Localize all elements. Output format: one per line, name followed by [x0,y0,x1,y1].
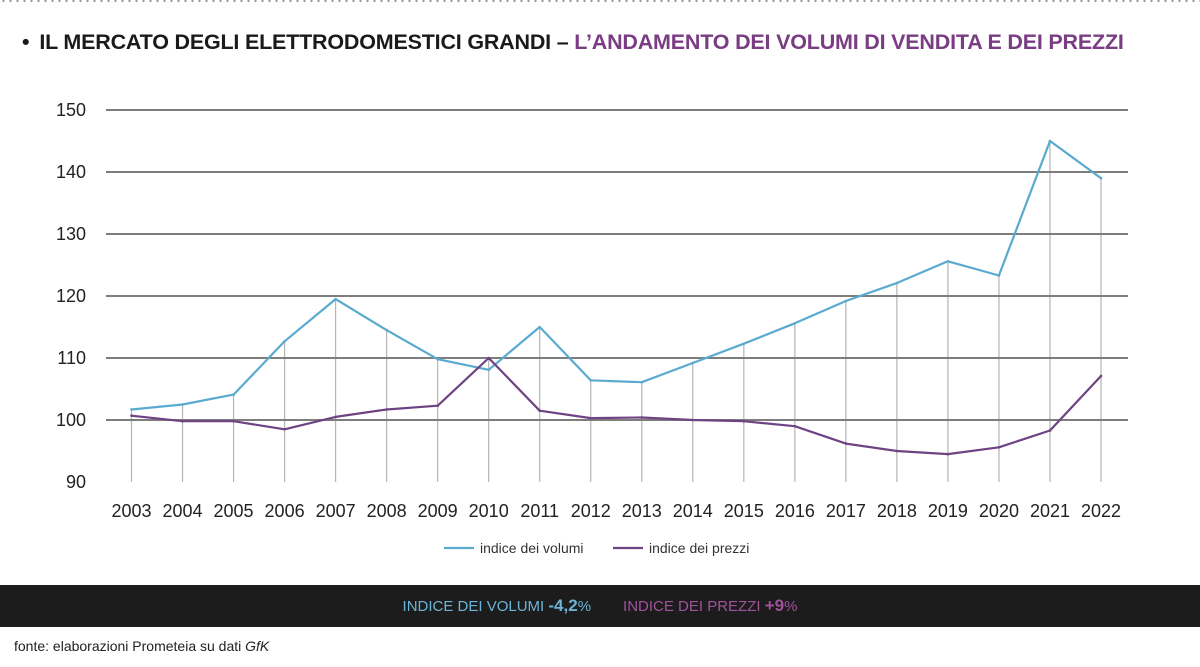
series-0-point-2008 [385,328,388,332]
legend-label-0: indice dei volumi [480,540,584,556]
banner-prezzi-value: +9 [764,596,785,615]
banner-prezzi-label: INDICE DEI PREZZI [623,598,761,615]
series-1-point-2013 [640,416,644,419]
series-1-point-2007 [334,415,337,419]
series-0-point-2013 [640,380,644,384]
y-tick-90: 90 [66,472,86,492]
source-italic: GfK [245,638,270,654]
series-1-point-2022 [1099,374,1103,378]
series-1-point-2008 [385,408,388,411]
series-1-point-2020 [997,445,1001,449]
x-tick-2006: 2006 [265,501,305,521]
x-tick-2005: 2005 [214,501,254,521]
banner-volumi-value: -4,2 [548,596,578,615]
x-tick-2007: 2007 [316,501,356,521]
banner-volumi: INDICE DEI VOLUMI -4,2% [403,596,592,616]
series-0-point-2003 [130,408,133,411]
series-0-point-2020 [997,274,1001,277]
x-tick-2021: 2021 [1030,501,1070,521]
x-tick-2009: 2009 [418,501,458,521]
x-tick-2020: 2020 [979,501,1019,521]
series-0-point-2007 [334,297,337,301]
y-tick-150: 150 [56,100,86,120]
source-note: fonte: elaborazioni Prometeia su dati Gf… [14,638,269,654]
series-0-point-2019 [946,259,950,263]
series-0-point-2014 [691,361,695,365]
title-part-b: L’ANDAMENTO DEI VOLUMI DI VENDITA E DEI … [574,30,1124,54]
series-1-point-2017 [844,442,848,445]
x-tick-2016: 2016 [775,501,815,521]
series-0-point-2010 [487,368,490,372]
series-1-point-2014 [691,418,695,422]
top-dotted-border [0,0,1200,6]
series-1-point-2005 [232,419,235,423]
y-tick-130: 130 [56,224,86,244]
series-1-point-2009 [436,404,439,408]
banner-prezzi: INDICE DEI PREZZI +9% [623,596,797,616]
x-tick-2004: 2004 [163,501,203,521]
series-1-point-2004 [181,419,184,423]
series-1-point-2012 [589,416,593,420]
x-tick-2017: 2017 [826,501,866,521]
series-1-point-2018 [895,449,899,453]
title-part-a: IL MERCATO DEGLI ELETTRODOMESTICI GRANDI… [39,30,569,54]
series-0-point-2016 [793,321,797,325]
x-tick-2013: 2013 [622,501,662,521]
series-0-point-2015 [742,342,746,346]
line-chart: 90 100 110 120 130 140 150 2003 2004 2005 2006 2007… [56,100,1128,556]
series-1-point-2021 [1048,429,1052,432]
title-bullet: • [22,30,30,54]
y-tick-110: 110 [57,348,86,368]
series-1-point-2010 [487,356,490,360]
banner-volumi-label: INDICE DEI VOLUMI [402,598,545,615]
y-tick-100: 100 [56,410,86,430]
x-tick-2003: 2003 [111,501,151,521]
series-0-point-2021 [1048,139,1052,143]
x-tick-2012: 2012 [571,501,611,521]
series-0-point-2005 [232,393,235,396]
series-0-point-2012 [589,379,593,382]
series-1-point-2015 [742,419,746,423]
legend-label-1: indice dei prezzi [649,540,749,556]
series-1-point-2019 [946,452,950,456]
x-tick-2008: 2008 [367,501,407,521]
y-tick-120: 120 [56,286,86,306]
banner-prezzi-unit: % [784,598,798,615]
series-line-1 [131,356,1102,456]
series-line-0 [131,139,1102,411]
x-tick-2014: 2014 [673,501,713,521]
y-tick-140: 140 [56,162,86,182]
series-0-point-2011 [538,325,542,329]
series-0-point-2018 [895,281,899,285]
series-0-point-2004 [181,403,184,406]
x-tick-2019: 2019 [928,501,968,521]
summary-banner: INDICE DEI VOLUMI -4,2% INDICE DEI PREZZ… [0,585,1200,627]
banner-volumi-unit: % [577,598,592,615]
x-tick-2015: 2015 [724,501,764,521]
x-tick-2011: 2011 [520,501,559,521]
series-1-point-2011 [538,409,542,413]
x-tick-2018: 2018 [877,501,917,521]
x-tick-2010: 2010 [469,501,509,521]
series-1-point-2006 [283,428,286,431]
x-tick-2022: 2022 [1081,501,1121,521]
series-1-point-2003 [130,414,133,417]
series-1-point-2016 [793,424,797,428]
source-text: fonte: elaborazioni Prometeia su dati [14,638,242,654]
series-0-point-2017 [844,299,848,303]
series-0-point-2022 [1099,176,1103,180]
series-0-point-2009 [436,357,439,361]
series-0-point-2006 [283,339,286,343]
page-title: • IL MERCATO DEGLI ELETTRODOMESTICI GRAND… [22,30,1124,64]
